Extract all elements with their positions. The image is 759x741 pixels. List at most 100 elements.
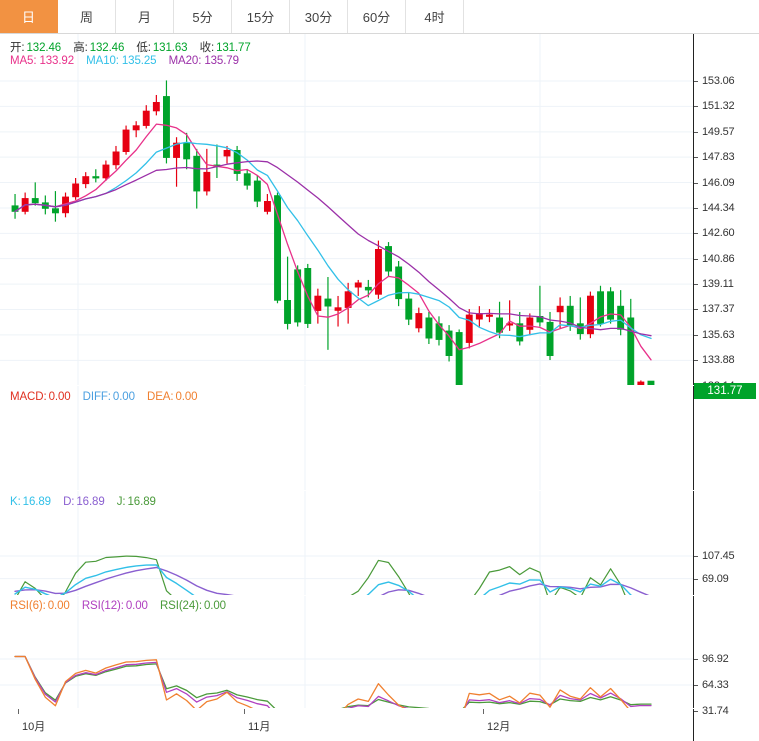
- price-candles-svg: [0, 34, 693, 385]
- rsi6-value: 0.00: [47, 600, 70, 612]
- rsi-axis: 96.92 64.33 31.74: [694, 596, 759, 717]
- ohlc-legend: 开: 132.46 高: 132.46 低: 131.63 收: 131.77: [10, 39, 260, 55]
- tab-5min[interactable]: 5分: [174, 0, 232, 33]
- price-axis-label: 142.60: [702, 227, 735, 240]
- price-axis-label: 146.09: [702, 176, 735, 189]
- price-axis-tick: [694, 309, 698, 311]
- tab-week-label: 周: [79, 10, 93, 25]
- price-axis-label: 140.86: [702, 252, 735, 265]
- rsi12-label: RSI(12):: [81, 600, 124, 612]
- price-axis-label: 137.37: [702, 303, 735, 316]
- x-axis-tick: [244, 709, 245, 714]
- ma5-value: 133.92: [39, 55, 75, 67]
- rsi-axis-tick: [694, 685, 698, 686]
- tab-60min[interactable]: 60分: [348, 0, 406, 33]
- price-axis-tick: [694, 233, 698, 235]
- low-label: 低:: [136, 42, 151, 54]
- tab-month[interactable]: 月: [116, 0, 174, 33]
- macd-label: MACD:: [10, 391, 47, 403]
- tab-30min-label: 30分: [304, 10, 333, 25]
- x-axis-label: 10月: [22, 721, 46, 733]
- kdj-axis-label: 107.45: [702, 550, 735, 562]
- tab-day[interactable]: 日: [0, 0, 58, 33]
- price-axis-tick: [694, 258, 698, 260]
- price-axis-tick: [694, 207, 698, 209]
- tab-day-label: 日: [21, 10, 35, 25]
- chart-area: 开: 132.46 高: 132.46 低: 131.63 收: 131.77 MA5:…: [0, 34, 759, 741]
- rsi24-value: 0.00: [203, 600, 226, 612]
- kdj-k-value: 16.89: [22, 496, 51, 508]
- tab-30min[interactable]: 30分: [290, 0, 348, 33]
- price-axis-label: 151.32: [702, 100, 735, 113]
- open-label: 开:: [10, 42, 25, 54]
- x-axis-label: 11月: [248, 721, 271, 733]
- rsi-axis-label: 64.33: [702, 679, 729, 691]
- tab-month-label: 月: [137, 10, 151, 25]
- price-axis-label: 144.34: [702, 201, 735, 214]
- kdj-axis: 107.45 69.09: [694, 491, 759, 595]
- current-price-badge: 131.77: [694, 383, 756, 400]
- price-axis-label: 135.63: [702, 328, 735, 341]
- low-value: 131.63: [152, 42, 188, 54]
- ma20-label: MA20:: [168, 55, 202, 67]
- dea-label: DEA:: [147, 391, 174, 403]
- high-value: 132.46: [89, 42, 125, 54]
- ma10-value: 135.25: [121, 55, 157, 67]
- tabbar-filler: [464, 0, 759, 33]
- kdj-d-label: D:: [63, 496, 75, 508]
- kdj-j-label: J:: [116, 496, 126, 508]
- tab-5min-label: 5分: [192, 10, 213, 25]
- kdj-d-value: 16.89: [76, 496, 105, 508]
- rsi-axis-tick: [694, 711, 698, 712]
- tab-15min[interactable]: 15分: [232, 0, 290, 33]
- price-axis-tick: [694, 360, 698, 362]
- price-axis-label: 153.06: [702, 75, 735, 87]
- close-value: 131.77: [216, 42, 251, 54]
- kdj-legend: K: 16.89 D: 16.89 J: 16.89: [10, 496, 165, 508]
- macd-legend: MACD: 0.00 DIFF: 0.00 DEA: 0.00: [10, 391, 206, 403]
- price-axis-tick: [694, 284, 698, 286]
- price-axis-tick: [694, 106, 698, 108]
- price-axis-tick: [694, 81, 698, 82]
- kdj-svg: [0, 491, 693, 595]
- high-label: 高:: [73, 42, 88, 54]
- rsi24-label: RSI(24):: [159, 600, 202, 612]
- price-axis: 153.06 151.32 149.57 147.83 146.09 144.34 142.…: [694, 34, 759, 392]
- kdj-axis-tick: [694, 578, 698, 580]
- ma5-label: MA5:: [10, 55, 37, 67]
- rsi-svg: [0, 596, 693, 708]
- price-axis-tick: [694, 334, 698, 336]
- price-plot[interactable]: [0, 34, 694, 385]
- close-label: 收:: [199, 42, 215, 54]
- x-axis-corner: [694, 709, 759, 741]
- kdj-k-label: K:: [10, 496, 21, 508]
- macd-plot[interactable]: [0, 386, 694, 490]
- macd-value: 0.00: [48, 391, 71, 403]
- dea-value: 0.00: [175, 391, 198, 403]
- price-axis-label: 149.57: [702, 125, 735, 138]
- tab-4hour-label: 4时: [424, 10, 445, 25]
- rsi6-label: RSI(6):: [10, 600, 46, 612]
- diff-value: 0.00: [112, 391, 135, 403]
- price-axis-tick: [694, 131, 698, 133]
- x-axis: 10月 11月 12月: [0, 709, 694, 741]
- price-axis-label: 133.88: [702, 354, 735, 367]
- x-axis-tick: [18, 709, 19, 714]
- x-axis-label: 12月: [487, 721, 511, 733]
- kdj-j-value: 16.89: [127, 496, 156, 508]
- open-value: 132.46: [26, 42, 62, 54]
- tab-4hour[interactable]: 4时: [406, 0, 464, 33]
- price-axis-label: 147.83: [702, 151, 735, 164]
- rsi-plot[interactable]: [0, 596, 694, 708]
- price-axis-tick: [694, 182, 698, 184]
- kdj-plot[interactable]: [0, 491, 694, 595]
- rsi-legend: RSI(6): 0.00 RSI(12): 0.00 RSI(24): 0.00: [10, 600, 235, 612]
- tab-15min-label: 15分: [246, 10, 275, 25]
- tab-week[interactable]: 周: [58, 0, 116, 33]
- ma-legend: MA5: 133.92 MA10: 135.25 MA20: 135.79: [10, 55, 248, 67]
- kdj-axis-tick: [694, 556, 698, 557]
- price-axis-tick: [694, 157, 698, 159]
- tab-60min-label: 60分: [362, 10, 391, 25]
- period-tabbar: 日 周 月 5分 15分 30分 60分 4时: [0, 0, 759, 34]
